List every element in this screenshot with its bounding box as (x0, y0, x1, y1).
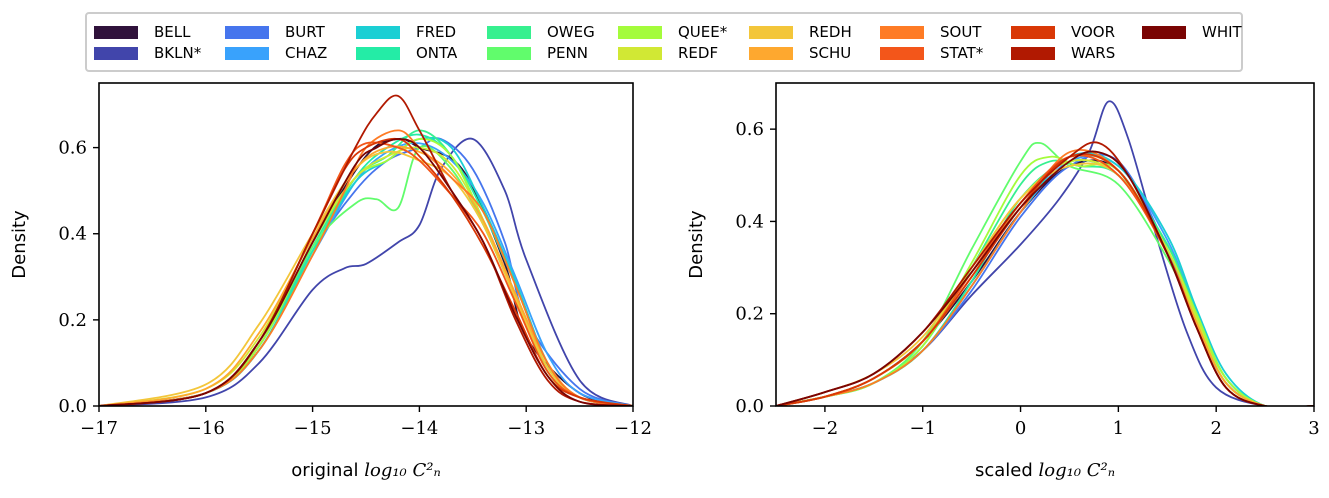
right-xtick-label: 2 (1210, 418, 1221, 439)
left-xlabel: original log₁₀ C²ₙ (291, 460, 441, 481)
left-xtick-label: −14 (400, 418, 438, 439)
legend-swatch-schu (749, 47, 793, 60)
legend-swatch-burt (225, 26, 269, 39)
legend-label-redf: REDF (678, 44, 718, 62)
right-ytick-label: 0.0 (735, 396, 764, 417)
left-axes-frame (98, 82, 634, 407)
legend-swatch-quee (618, 26, 662, 39)
legend-swatch-oweg (487, 26, 531, 39)
legend-label-voor: VOOR (1071, 23, 1115, 41)
legend-label-onta: ONTA (416, 44, 458, 62)
left-xtick-label: −12 (614, 418, 652, 439)
legend-swatch-bell (94, 26, 138, 39)
legend-label-burt: BURT (285, 23, 326, 41)
right-axes-frame (775, 82, 1315, 407)
legend-swatch-wars (1011, 47, 1055, 60)
right-xtick-label: 0 (1015, 418, 1026, 439)
right-ytick-label: 0.4 (735, 211, 764, 232)
right-xtick-label: −2 (812, 418, 839, 439)
legend-swatch-whit (1142, 26, 1186, 39)
right-xlabel: scaled log₁₀ C²ₙ (975, 460, 1115, 481)
legend-swatch-redh (749, 26, 793, 39)
legend-label-oweg: OWEG (547, 23, 595, 41)
left-ytick-label: 0.0 (58, 396, 87, 417)
left-xtick-label: −13 (507, 418, 545, 439)
legend-label-penn: PENN (547, 44, 588, 62)
legend-frame (85, 12, 1243, 72)
left-xtick-label: −17 (80, 418, 118, 439)
left-series-sout (99, 129, 633, 406)
legend-label-stat: STAT* (940, 44, 984, 62)
left-xlabel-math: log₁₀ C²ₙ (364, 460, 441, 481)
left-series-bkln (99, 137, 633, 406)
legend-swatch-penn (487, 47, 531, 60)
left-ytick-label: 0.6 (58, 138, 87, 159)
legend-swatch-stat (880, 47, 924, 60)
right-xtick-label: 1 (1113, 418, 1124, 439)
left-ytick-label: 0.4 (58, 224, 87, 245)
left-ytick-label: 0.2 (58, 310, 87, 331)
legend-label-bell: BELL (154, 23, 191, 41)
legend-swatch-onta (356, 47, 400, 60)
right-ylabel: Density (686, 210, 707, 279)
left-series-redh (99, 150, 633, 406)
left-ylabel: Density (9, 210, 30, 279)
left-panel: −17 −16 −15 −14 −13 −12 0.0 0.2 0.4 0.6 Density ori… (9, 82, 652, 481)
legend-label-whit: WHIT (1202, 23, 1243, 41)
right-xlabel-prefix: scaled (975, 460, 1039, 481)
right-series-whit (776, 150, 1314, 406)
right-xlabel-math: log₁₀ C²ₙ (1038, 460, 1115, 481)
legend-swatch-redf (618, 47, 662, 60)
right-ytick-label: 0.6 (735, 119, 764, 140)
legend-label-fred: FRED (416, 23, 456, 41)
right-xtick-label: 3 (1308, 418, 1319, 439)
legend-label-bkln: BKLN* (154, 44, 202, 62)
legend-swatch-fred (356, 26, 400, 39)
left-xlabel-prefix: original (291, 460, 364, 481)
legend-swatch-sout (880, 26, 924, 39)
right-xtick-label: −1 (909, 418, 936, 439)
left-xtick-label: −15 (294, 418, 332, 439)
left-series-group (99, 94, 633, 406)
legend-swatch-bkln (94, 47, 138, 60)
legend-label-sout: SOUT (940, 23, 982, 41)
left-series-whit (99, 138, 633, 406)
legend: BELL BKLN* BURT CHAZ FRED ONTA OWEG PENN QUEE* RE… (85, 12, 1243, 72)
legend-swatch-chaz (225, 47, 269, 60)
right-panel: −2 −1 0 1 2 3 0.0 0.2 0.4 0.6 Density scaled log₁₀ … (686, 82, 1320, 481)
right-series-group (776, 100, 1314, 406)
legend-swatch-voor (1011, 26, 1055, 39)
legend-label-redh: REDH (809, 23, 852, 41)
legend-label-chaz: CHAZ (285, 44, 327, 62)
left-xtick-label: −16 (187, 418, 225, 439)
legend-label-quee: QUEE* (678, 23, 728, 41)
legend-label-wars: WARS (1071, 44, 1115, 62)
right-ytick-label: 0.2 (735, 304, 764, 325)
legend-label-schu: SCHU (809, 44, 851, 62)
